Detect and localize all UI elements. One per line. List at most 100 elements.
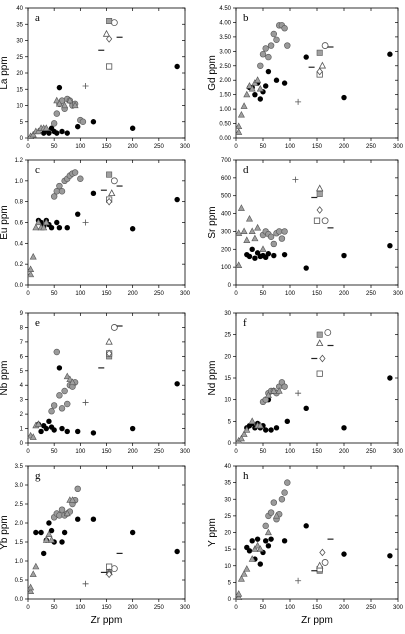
data-point-gray-triangle	[251, 545, 259, 552]
data-point-gray-triangle	[248, 84, 256, 92]
x-tick-label: 50	[260, 144, 267, 150]
data-point-gray-triangle	[237, 110, 245, 118]
x-tick-label: 200	[128, 291, 139, 297]
panel-letter: h	[243, 470, 249, 482]
data-point-gray-triangle	[240, 227, 248, 235]
y-tick-label: 20	[16, 71, 23, 77]
x-tick-label: 200	[128, 144, 139, 150]
data-point-gray-triangle	[235, 590, 243, 597]
data-point-black-circle	[273, 77, 280, 83]
x-axis-label: Zr ppm	[91, 615, 123, 626]
x-tick-label: 150	[312, 291, 323, 297]
data-point-black-circle	[341, 94, 347, 101]
data-point-gray-triangle	[71, 101, 79, 109]
chart-panel-e: 0 50 100 150 200 250 300 0 1 2 3 4 5 6 7 8 9 e Nb ppm	[0, 311, 191, 455]
data-point-gray-triangle	[243, 236, 251, 243]
x-tick-label: 150	[101, 605, 112, 611]
y-tick-label: 2.00	[219, 78, 231, 84]
data-point-gray-triangle	[53, 96, 61, 104]
data-point-gray-triangle	[256, 421, 264, 429]
data-point-gray-triangle	[248, 417, 256, 424]
y-tick-label: 600	[221, 176, 232, 182]
data-point-gray-triangle	[27, 270, 35, 278]
y-tick-label: 0.0	[15, 283, 24, 289]
data-point-black-circle	[268, 536, 274, 542]
data-point-gray-triangle	[61, 101, 69, 109]
y-tick-label: 30	[224, 497, 231, 503]
y-tick-label: 1.50	[219, 93, 231, 99]
x-tick-label: 0	[26, 605, 30, 611]
data-point-gray-circle	[265, 53, 272, 61]
y-tick-label: 0.8	[15, 200, 24, 206]
data-point-gray-circle	[276, 228, 283, 235]
y-tick-label: 3	[20, 398, 24, 404]
data-point-gray-triangle	[254, 76, 262, 83]
y-tick-label: 1.00	[219, 107, 231, 113]
y-tick-label: 3.0	[15, 483, 24, 489]
x-tick-label: 0	[26, 291, 30, 297]
y-tick-label: 5	[228, 419, 232, 425]
data-point-gray-triangle	[34, 218, 42, 226]
data-point-black-circle	[64, 130, 70, 136]
data-point-gray-square	[316, 49, 323, 56]
data-point-black-circle	[246, 548, 253, 554]
y-tick-label: 15	[224, 547, 231, 553]
data-point-black-circle	[268, 427, 274, 433]
data-point-black-circle	[129, 226, 136, 232]
y-tick-label: 7	[20, 340, 24, 346]
data-point-open-diamond	[316, 206, 323, 214]
data-point-gray-triangle	[243, 565, 251, 572]
data-point-black-circle	[174, 548, 180, 555]
data-point-gray-triangle	[45, 530, 53, 538]
y-tick-label: 0.50	[219, 122, 231, 128]
x-tick-label: 200	[128, 449, 139, 455]
data-point-gray-triangle	[237, 434, 245, 442]
data-point-black-circle	[129, 125, 136, 131]
data-point-gray-triangle	[63, 509, 71, 517]
data-point-gray-circle	[281, 228, 288, 235]
data-point-black-circle	[75, 516, 81, 522]
y-tick-label: 40	[224, 464, 231, 470]
data-point-gray-triangle	[42, 218, 50, 226]
panel-letter: e	[35, 317, 40, 329]
data-point-gray-circle	[61, 387, 68, 395]
y-tick-label: 10	[16, 104, 23, 110]
data-point-gray-triangle	[34, 127, 42, 135]
data-point-gray-triangle	[254, 541, 262, 549]
data-point-gray-circle	[77, 175, 84, 182]
x-tick-label: 250	[366, 605, 377, 611]
y-tick-label: 4.50	[219, 6, 231, 12]
x-tick-label: 250	[366, 291, 377, 297]
y-tick-label: 5	[20, 369, 24, 375]
y-tick-label: 0.0	[15, 597, 24, 603]
data-point-black-circle	[61, 529, 68, 536]
data-point-open-diamond	[106, 349, 113, 358]
data-point-black-circle	[75, 211, 81, 217]
plot-frame	[27, 7, 186, 139]
y-tick-label: 1	[20, 427, 24, 433]
data-point-black-circle	[254, 536, 261, 542]
y-axis-label: Y ppm	[207, 518, 218, 547]
data-point-gray-triangle	[235, 128, 243, 135]
data-point-black-circle	[46, 520, 52, 526]
data-point-gray-triangle	[42, 536, 50, 543]
x-tick-label: 300	[180, 144, 191, 150]
chart-panel-f: 0 50 100 150 200 250 300 0 5 10 15 20 25 30 f Nd ppm	[207, 311, 404, 455]
data-point-gray-triangle	[256, 84, 264, 92]
data-point-gray-square	[106, 171, 113, 178]
x-tick-label: 300	[180, 449, 191, 455]
data-point-black-circle	[387, 375, 393, 381]
y-tick-label: 1.0	[15, 559, 24, 565]
data-point-gray-triangle	[264, 528, 272, 536]
y-tick-label: 700	[221, 158, 232, 164]
data-point-gray-circle	[262, 45, 269, 52]
data-point-plus	[292, 176, 299, 183]
y-tick-label: 0.5	[15, 578, 24, 584]
data-point-black-circle	[46, 418, 52, 425]
data-point-gray-triangle	[27, 583, 35, 591]
data-point-plus	[82, 83, 89, 89]
data-point-gray-triangle	[235, 229, 243, 236]
x-tick-label: 250	[154, 449, 165, 455]
x-tick-label: 100	[285, 605, 296, 611]
